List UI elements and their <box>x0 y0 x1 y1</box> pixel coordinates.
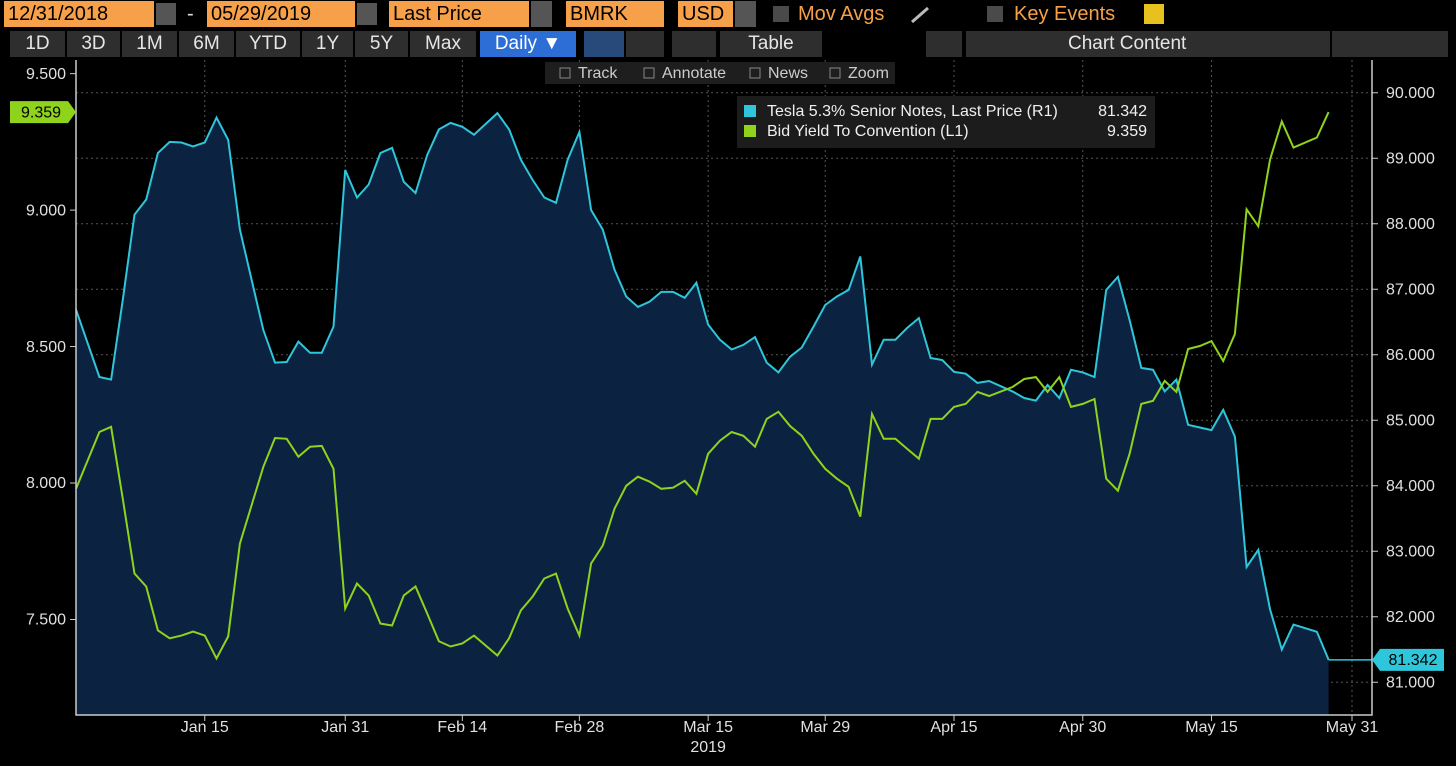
table-button[interactable]: Table <box>720 31 822 57</box>
x-tick-label: Apr 30 <box>1059 719 1106 736</box>
x-tick-label: Feb 28 <box>554 719 604 736</box>
field-select[interactable]: Last Price <box>389 1 529 27</box>
y2-tick-label: 88.000 <box>1386 216 1435 233</box>
calendar-icon[interactable] <box>357 3 377 25</box>
chart-type-dropdown[interactable] <box>672 31 716 57</box>
icon <box>911 6 929 24</box>
tool-label[interactable]: Zoom <box>848 65 889 82</box>
period-button[interactable]: Max <box>410 31 476 57</box>
x-tick-label: Feb 14 <box>437 719 487 736</box>
y2-tick-label: 90.000 <box>1386 85 1435 102</box>
y2-tick-label: 83.000 <box>1386 543 1435 560</box>
x-tick-label: Jan 15 <box>181 719 229 736</box>
x-tick-label: Apr 15 <box>930 719 977 736</box>
bar-chart-button[interactable] <box>626 31 664 57</box>
y2-tick-label: 82.000 <box>1386 609 1435 626</box>
frequency-select[interactable]: Daily ▼ <box>480 31 576 57</box>
series-line <box>75 111 1330 661</box>
tools-bar <box>545 62 895 84</box>
y2-tick-label: 85.000 <box>1386 412 1435 429</box>
x-tick-label: May 31 <box>1326 719 1379 736</box>
period-button[interactable]: 6M <box>179 31 234 57</box>
last-value-label: 9.359 <box>21 104 61 121</box>
y-tick-label: 8.500 <box>26 339 66 356</box>
mov-avgs-label[interactable]: Mov Avgs <box>798 3 885 25</box>
start-date-input[interactable]: 12/31/2018 <box>4 1 154 27</box>
period-button[interactable]: 1Y <box>302 31 353 57</box>
legend-value: 9.359 <box>1107 123 1147 140</box>
key-events-label[interactable]: Key Events <box>1014 3 1116 25</box>
y-tick-label: 8.000 <box>26 475 66 492</box>
tool-icon <box>829 67 841 79</box>
y2-tick-label: 81.000 <box>1386 674 1435 691</box>
axis-frame <box>75 60 1373 716</box>
info-icon[interactable] <box>1144 4 1164 24</box>
y-tick-label: 7.500 <box>26 612 66 629</box>
period-button[interactable]: 1D <box>10 31 65 57</box>
chart-content-button[interactable]: Chart Content <box>966 31 1330 57</box>
y-tick-label: 9.500 <box>26 66 66 83</box>
checkbox[interactable] <box>987 6 1003 22</box>
end-date-input[interactable]: 05/29/2019 <box>207 1 355 27</box>
tool-button[interactable]: News <box>749 65 808 82</box>
y2-tick-label: 87.000 <box>1386 281 1435 298</box>
tool-icon <box>749 67 761 79</box>
x-tick-label: Jan 31 <box>321 719 369 736</box>
line-chart-button[interactable] <box>584 31 624 57</box>
source-input[interactable]: BMRK <box>566 1 664 27</box>
tool-icon <box>559 67 571 79</box>
dropdown-arrow[interactable] <box>531 1 552 27</box>
period-button[interactable]: YTD <box>236 31 300 57</box>
period-button[interactable]: 3D <box>67 31 120 57</box>
y2-tick-label: 89.000 <box>1386 150 1435 167</box>
y2-tick-label: 86.000 <box>1386 347 1435 364</box>
series-line <box>75 111 1330 661</box>
date-separator: - <box>187 3 194 25</box>
last-value-label: 81.342 <box>1389 652 1438 669</box>
x-axis-year: 2019 <box>690 739 726 756</box>
tool-label[interactable]: Track <box>578 65 618 82</box>
y-tick-label: 9.000 <box>26 202 66 219</box>
tool-button[interactable]: Zoom <box>829 65 889 82</box>
legend-label: Tesla 5.3% Senior Notes, Last Price (R1) <box>767 103 1058 120</box>
legend-box <box>737 96 1155 148</box>
period-button[interactable]: 5Y <box>355 31 408 57</box>
period-button[interactable]: 1M <box>122 31 177 57</box>
tool-label[interactable]: Annotate <box>662 65 726 82</box>
last-value-flag <box>1372 648 1444 671</box>
area-fill <box>76 113 1329 716</box>
last-value-flag <box>10 101 76 124</box>
x-tick-label: Mar 29 <box>800 719 850 736</box>
collapse-button[interactable] <box>926 31 962 57</box>
checkbox[interactable] <box>773 6 789 22</box>
legend-swatch <box>744 125 756 137</box>
legend-label: Bid Yield To Convention (L1) <box>767 123 969 140</box>
currency-select[interactable]: USD <box>678 1 733 27</box>
tool-label[interactable]: News <box>768 65 808 82</box>
legend-value: 81.342 <box>1098 103 1147 120</box>
x-tick-label: Mar 15 <box>683 719 733 736</box>
y2-tick-label: 84.000 <box>1386 478 1435 495</box>
tool-button[interactable]: Track <box>559 65 618 82</box>
settings-button[interactable] <box>1332 31 1448 57</box>
calendar-icon[interactable] <box>156 3 176 25</box>
x-tick-label: May 15 <box>1185 719 1238 736</box>
legend-swatch <box>744 105 756 117</box>
dropdown-arrow[interactable] <box>735 1 756 27</box>
tool-icon <box>643 67 655 79</box>
tool-button[interactable]: Annotate <box>643 65 726 82</box>
